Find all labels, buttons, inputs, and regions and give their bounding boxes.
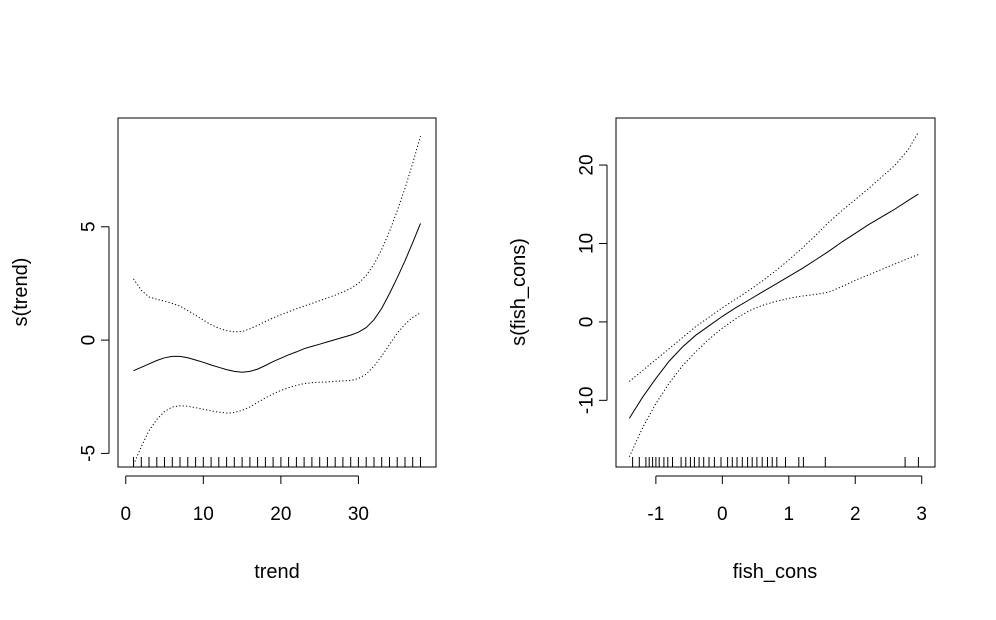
x-tick-label: 20 <box>270 504 291 525</box>
rug-group <box>133 457 421 467</box>
x-axis: 0 10 20 30 <box>120 475 369 525</box>
panel-trend: 0 10 20 30 -5 0 5 trend s(trend) <box>10 117 437 583</box>
y-tick-label: -10 <box>577 387 598 414</box>
x-tick-label: 0 <box>120 504 131 525</box>
x-tick-label: 1 <box>784 504 795 525</box>
x-tick-label: 30 <box>348 504 369 525</box>
y-tick-label: 0 <box>79 335 100 346</box>
x-axis-title: fish_cons <box>733 561 818 583</box>
y-axis-title: s(fish_cons) <box>508 238 530 346</box>
y-axis-title: s(trend) <box>10 258 32 327</box>
rug-group <box>632 457 919 467</box>
y-tick-label: -5 <box>79 445 100 462</box>
series-group <box>628 131 919 458</box>
y-tick-label: 5 <box>79 221 100 232</box>
x-tick-label: -1 <box>647 504 664 525</box>
x-tick-label: 0 <box>717 504 728 525</box>
x-axis-title: trend <box>254 561 300 583</box>
x-axis: -1 0 1 2 3 <box>647 475 927 525</box>
upper-confidence-band <box>133 135 421 333</box>
y-axis: -10 0 10 20 <box>577 154 608 414</box>
smooth-line <box>628 193 919 419</box>
x-tick-label: 10 <box>193 504 214 525</box>
x-tick-label: 2 <box>850 504 861 525</box>
lower-confidence-band <box>133 312 421 465</box>
y-tick-label: 10 <box>577 233 598 254</box>
upper-confidence-band <box>628 131 919 382</box>
y-tick-label: 20 <box>577 154 598 175</box>
y-axis: -5 0 5 <box>79 221 110 462</box>
plot-box <box>117 117 437 468</box>
smooth-line <box>133 223 421 373</box>
series-group <box>133 135 421 465</box>
x-tick-label: 3 <box>916 504 927 525</box>
plot-box <box>615 117 936 468</box>
y-tick-label: 0 <box>577 317 598 328</box>
